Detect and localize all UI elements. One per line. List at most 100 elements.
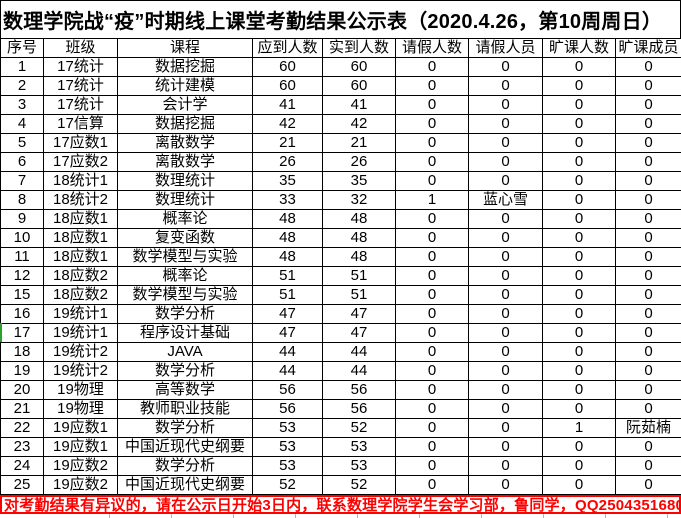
expected-count-cell[interactable]: 60 (253, 58, 323, 77)
class-cell[interactable]: 17应数2 (44, 153, 118, 172)
actual-count-cell[interactable]: 53 (323, 457, 396, 476)
absent-names-cell[interactable]: 0 (616, 248, 681, 267)
actual-count-cell[interactable]: 48 (323, 229, 396, 248)
leave-count-cell[interactable]: 0 (396, 267, 469, 286)
actual-count-cell[interactable]: 44 (323, 362, 396, 381)
absent-count-cell[interactable]: 0 (543, 286, 616, 305)
absent-names-cell[interactable]: 0 (616, 229, 681, 248)
leave-names-cell[interactable]: 0 (469, 324, 543, 343)
expected-count-cell[interactable]: 44 (253, 362, 323, 381)
class-cell[interactable]: 19统计2 (44, 343, 118, 362)
leave-count-cell[interactable]: 0 (396, 457, 469, 476)
expected-count-cell[interactable]: 53 (253, 438, 323, 457)
leave-names-cell[interactable]: 0 (469, 343, 543, 362)
serial-cell[interactable]: 9 (1, 210, 44, 229)
absent-count-cell[interactable]: 0 (543, 96, 616, 115)
actual-count-cell[interactable]: 48 (323, 248, 396, 267)
absent-count-cell[interactable]: 0 (543, 191, 616, 210)
actual-count-cell[interactable]: 51 (323, 286, 396, 305)
leave-count-cell[interactable]: 0 (396, 343, 469, 362)
actual-count-cell[interactable]: 26 (323, 153, 396, 172)
absent-count-cell[interactable]: 0 (543, 134, 616, 153)
leave-names-cell[interactable]: 0 (469, 58, 543, 77)
leave-names-cell[interactable]: 0 (469, 457, 543, 476)
leave-names-cell[interactable]: 0 (469, 96, 543, 115)
absent-names-cell[interactable]: 0 (616, 210, 681, 229)
serial-cell[interactable]: 5 (1, 134, 44, 153)
leave-count-cell[interactable]: 0 (396, 476, 469, 495)
class-cell[interactable]: 19应数2 (44, 476, 118, 495)
serial-cell[interactable]: 24 (1, 457, 44, 476)
leave-names-cell[interactable]: 0 (469, 134, 543, 153)
course-cell[interactable]: 统计建模 (118, 77, 253, 96)
leave-count-cell[interactable]: 0 (396, 96, 469, 115)
course-cell[interactable]: 数据挖掘 (118, 115, 253, 134)
actual-count-cell[interactable]: 41 (323, 96, 396, 115)
class-cell[interactable]: 19应数2 (44, 457, 118, 476)
leave-count-cell[interactable]: 0 (396, 229, 469, 248)
serial-cell[interactable]: 21 (1, 400, 44, 419)
expected-count-cell[interactable]: 60 (253, 77, 323, 96)
serial-cell[interactable]: 8 (1, 191, 44, 210)
class-cell[interactable]: 18应数1 (44, 229, 118, 248)
expected-count-cell[interactable]: 47 (253, 324, 323, 343)
leave-names-cell[interactable]: 0 (469, 210, 543, 229)
course-cell[interactable]: 数据挖掘 (118, 58, 253, 77)
absent-names-cell[interactable]: 0 (616, 400, 681, 419)
absent-count-cell[interactable]: 0 (543, 400, 616, 419)
absent-names-cell[interactable]: 0 (616, 457, 681, 476)
absent-names-cell[interactable]: 0 (616, 96, 681, 115)
absent-names-cell[interactable]: 阮茹楠 (616, 419, 681, 438)
absent-names-cell[interactable]: 0 (616, 305, 681, 324)
expected-count-cell[interactable]: 48 (253, 229, 323, 248)
leave-count-cell[interactable]: 0 (396, 362, 469, 381)
serial-cell[interactable]: 19 (1, 362, 44, 381)
leave-names-cell[interactable]: 0 (469, 438, 543, 457)
expected-count-cell[interactable]: 48 (253, 248, 323, 267)
expected-count-cell[interactable]: 26 (253, 153, 323, 172)
class-cell[interactable]: 19应数1 (44, 438, 118, 457)
course-cell[interactable]: 数学分析 (118, 305, 253, 324)
absent-names-cell[interactable]: 0 (616, 58, 681, 77)
absent-names-cell[interactable]: 0 (616, 324, 681, 343)
leave-count-cell[interactable]: 0 (396, 248, 469, 267)
absent-names-cell[interactable]: 0 (616, 267, 681, 286)
leave-count-cell[interactable]: 0 (396, 400, 469, 419)
leave-names-cell[interactable]: 0 (469, 172, 543, 191)
course-cell[interactable]: 数学分析 (118, 419, 253, 438)
leave-count-cell[interactable]: 0 (396, 286, 469, 305)
leave-count-cell[interactable]: 0 (396, 438, 469, 457)
leave-names-cell[interactable]: 0 (469, 267, 543, 286)
absent-names-cell[interactable]: 0 (616, 286, 681, 305)
leave-count-cell[interactable]: 0 (396, 381, 469, 400)
actual-count-cell[interactable]: 21 (323, 134, 396, 153)
serial-cell[interactable]: 20 (1, 381, 44, 400)
course-cell[interactable]: 数学分析 (118, 362, 253, 381)
absent-count-cell[interactable]: 0 (543, 153, 616, 172)
expected-count-cell[interactable]: 56 (253, 381, 323, 400)
class-cell[interactable]: 18应数2 (44, 286, 118, 305)
course-cell[interactable]: 数理统计 (118, 191, 253, 210)
expected-count-cell[interactable]: 42 (253, 115, 323, 134)
absent-count-cell[interactable]: 0 (543, 172, 616, 191)
col-header-absent-names[interactable]: 旷课成员 (616, 39, 681, 58)
leave-names-cell[interactable]: 0 (469, 286, 543, 305)
course-cell[interactable]: 离散数学 (118, 134, 253, 153)
class-cell[interactable]: 19物理 (44, 381, 118, 400)
leave-count-cell[interactable]: 0 (396, 419, 469, 438)
absent-names-cell[interactable]: 0 (616, 153, 681, 172)
expected-count-cell[interactable]: 44 (253, 343, 323, 362)
actual-count-cell[interactable]: 53 (323, 438, 396, 457)
course-cell[interactable]: 程序设计基础 (118, 324, 253, 343)
leave-names-cell[interactable]: 0 (469, 229, 543, 248)
serial-cell[interactable]: 15 (1, 286, 44, 305)
expected-count-cell[interactable]: 47 (253, 305, 323, 324)
absent-count-cell[interactable]: 0 (543, 362, 616, 381)
course-cell[interactable]: 离散数学 (118, 153, 253, 172)
actual-count-cell[interactable]: 42 (323, 115, 396, 134)
serial-cell[interactable]: 18 (1, 343, 44, 362)
col-header-actual-count[interactable]: 实到人数 (323, 39, 396, 58)
expected-count-cell[interactable]: 48 (253, 210, 323, 229)
leave-count-cell[interactable]: 0 (396, 77, 469, 96)
expected-count-cell[interactable]: 53 (253, 457, 323, 476)
